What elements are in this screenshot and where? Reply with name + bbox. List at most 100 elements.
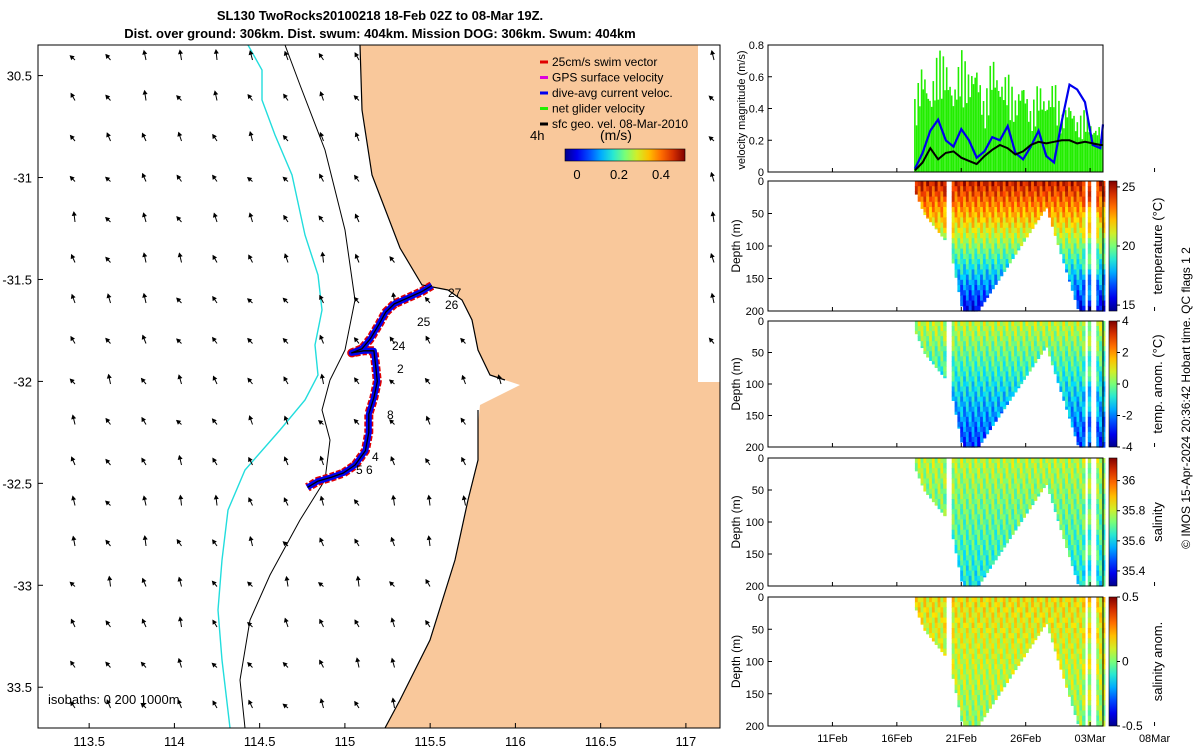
- section-cell: [971, 217, 975, 224]
- section-cell: [982, 607, 987, 614]
- section-cell: [1096, 483, 1100, 490]
- section-cell: [957, 565, 961, 568]
- section-cell: [971, 243, 975, 250]
- section-cell: [1011, 217, 1015, 224]
- section-cell: [1096, 196, 1100, 203]
- section-cell: [1022, 499, 1026, 505]
- section-cell: [965, 458, 970, 464]
- section-cell: [980, 488, 984, 495]
- section-cell: [1099, 326, 1103, 332]
- section-cell: [1059, 519, 1063, 526]
- section-cell: [1065, 597, 1069, 603]
- section-cell: [1079, 575, 1083, 582]
- section-cell: [980, 565, 984, 572]
- section-cell: [929, 217, 933, 223]
- section-cell: [1039, 612, 1043, 619]
- section-cell: [926, 321, 930, 327]
- section-cell: [982, 295, 987, 302]
- section-cell: [1087, 248, 1092, 255]
- section-cell: [997, 186, 1001, 192]
- section-cell: [1016, 212, 1021, 218]
- section-cell: [977, 607, 981, 614]
- section-cell: [954, 463, 958, 469]
- section-cell: [1025, 607, 1029, 614]
- section-cell: [1059, 371, 1063, 378]
- section-cell: [1079, 401, 1083, 408]
- section-cell: [988, 416, 992, 423]
- section-cell: [954, 633, 958, 639]
- section-cell: [971, 222, 975, 229]
- section-cell: [1099, 565, 1103, 572]
- section-cell: [1065, 356, 1069, 362]
- section-cell: [1096, 269, 1100, 276]
- section-cell: [960, 705, 964, 712]
- section-cell: [1025, 617, 1029, 624]
- section-cell: [926, 346, 930, 352]
- section-cell: [960, 290, 964, 296]
- section-cell: [963, 396, 967, 403]
- section-cell: [1073, 431, 1077, 437]
- section-cell: [980, 217, 984, 224]
- section-cell: [999, 514, 1004, 521]
- section-cell: [977, 622, 981, 629]
- section-cell: [1039, 463, 1043, 469]
- section-cell: [1048, 331, 1052, 337]
- section-cell: [963, 602, 967, 608]
- section-cell: [1076, 346, 1080, 352]
- section-cell: [994, 366, 998, 373]
- section-cell: [1062, 493, 1066, 500]
- section-cell: [1002, 504, 1007, 510]
- section-cell: [991, 346, 995, 352]
- section-cell: [1039, 602, 1043, 608]
- section-cell: [926, 212, 930, 218]
- section-cell: [991, 401, 995, 408]
- section-cell: [951, 509, 956, 515]
- section-cell: [1079, 483, 1083, 490]
- section-cell: [1008, 196, 1012, 203]
- section-cell: [951, 376, 956, 383]
- section-cell: [1028, 473, 1032, 480]
- section-cell: [971, 715, 975, 722]
- section-cell: [991, 633, 995, 639]
- section-cell: [1096, 679, 1100, 686]
- velocity-arrow-head: [319, 455, 325, 461]
- section-cell: [1073, 643, 1077, 650]
- section-cell: [991, 550, 995, 556]
- section-cell: [923, 483, 927, 490]
- section-cell: [1096, 580, 1100, 587]
- section-cell: [943, 463, 947, 469]
- section-cell: [957, 351, 961, 357]
- section-cell: [991, 664, 995, 670]
- section-cell: [968, 366, 973, 373]
- section-cell: [1087, 212, 1092, 218]
- section-cell: [1008, 602, 1012, 608]
- section-cell: [957, 227, 961, 234]
- section-cell: [1096, 602, 1100, 608]
- section-cell: [951, 607, 956, 614]
- velocity-arrow-head: [248, 50, 254, 56]
- section-cell: [991, 534, 995, 541]
- section-cell: [1079, 300, 1083, 307]
- section-cell: [917, 468, 922, 474]
- section-cell: [988, 386, 992, 393]
- section-cell: [1102, 550, 1106, 556]
- section-cell: [960, 504, 964, 510]
- section-cell: [1096, 710, 1100, 717]
- section-cell: [1082, 191, 1086, 198]
- section-cell: [1073, 524, 1077, 531]
- section-cell: [997, 524, 1001, 531]
- section-cell: [999, 679, 1004, 686]
- section-cell: [985, 196, 990, 203]
- section-cell: [1011, 356, 1015, 362]
- section-cell: [1022, 514, 1026, 518]
- section-cell: [1082, 336, 1086, 342]
- section-cell: [1102, 442, 1106, 448]
- section-cell: [1079, 612, 1083, 619]
- section-y-tick-label: 150: [746, 411, 764, 423]
- section-cell: [1042, 458, 1046, 464]
- velocity-arrow-head: [247, 662, 253, 668]
- section-cell: [1073, 607, 1077, 614]
- section-cell: [940, 191, 944, 198]
- section-cell: [1096, 253, 1100, 260]
- velocity-arrow-head: [425, 578, 431, 585]
